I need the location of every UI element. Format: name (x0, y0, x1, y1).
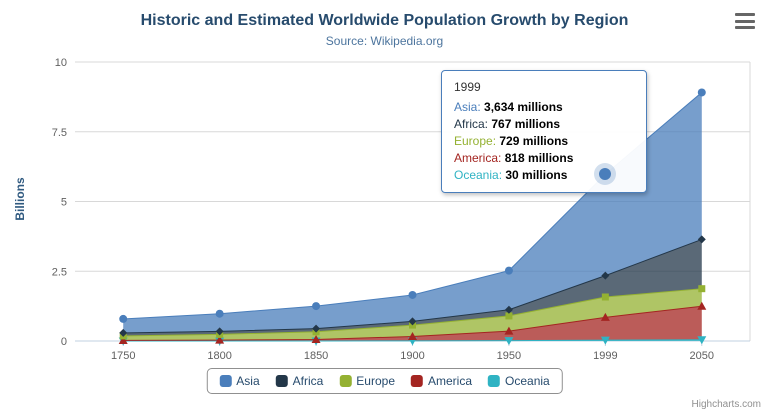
marker-africa-2050[interactable] (697, 235, 706, 244)
x-tick-label: 1800 (207, 350, 231, 362)
legend-label: Asia (236, 374, 260, 388)
legend-label: Europe (356, 374, 396, 388)
marker-oceania-2050[interactable] (697, 336, 707, 345)
marker-africa-1900[interactable] (408, 317, 417, 326)
legend-label: America (428, 374, 473, 388)
legend-label: Oceania (505, 374, 550, 388)
tooltip-series-value: 729 millions (499, 134, 569, 148)
marker-america-1950[interactable] (504, 326, 514, 335)
tooltip-series-name: Oceania: (454, 168, 506, 182)
marker-asia-1800[interactable] (215, 309, 224, 318)
tooltip-row-asia: Asia: 3,634 millions (454, 99, 634, 116)
legend-marker-europe (339, 375, 352, 387)
export-menu-icon[interactable] (735, 13, 755, 29)
menu-bar (735, 13, 755, 16)
legend-item-asia[interactable]: Asia (219, 374, 260, 388)
x-tick-label: 1850 (304, 350, 328, 362)
tooltip-rows: Asia: 3,634 millions Africa: 767 millions… (454, 99, 634, 184)
x-tick-label: 1900 (400, 350, 424, 362)
y-tick-label: 2.5 (52, 266, 67, 278)
tooltip-series-value: 818 millions (504, 151, 574, 165)
legend-marker-asia (219, 375, 232, 387)
marker-america-1850[interactable] (311, 334, 321, 343)
marker-asia-1850[interactable] (312, 302, 321, 311)
marker-africa-1800[interactable] (215, 327, 224, 336)
marker-africa-1750[interactable] (119, 328, 128, 337)
y-tick-label: 0 (61, 336, 67, 348)
marker-africa-1850[interactable] (312, 324, 321, 333)
tooltip-series-value: 30 millions (505, 168, 568, 182)
x-tick-label: 1999 (593, 350, 617, 362)
legend-item-america[interactable]: America (411, 374, 472, 388)
legend-item-africa[interactable]: Africa (275, 374, 324, 388)
x-tick-label: 1750 (111, 350, 135, 362)
credits-link[interactable]: Highcharts.com (691, 399, 761, 410)
marker-europe-1999[interactable] (601, 293, 609, 301)
series-area-africa[interactable] (123, 239, 702, 336)
chart-title: Historic and Estimated Worldwide Populat… (140, 12, 629, 29)
y-tick-label: 5 (61, 197, 67, 209)
marker-africa-1999[interactable] (601, 271, 610, 280)
tooltip-series-name: Asia: (454, 100, 485, 114)
series-area-asia[interactable] (123, 92, 702, 333)
marker-asia-1950[interactable] (504, 266, 513, 275)
marker-america-1750[interactable] (118, 335, 128, 344)
marker-europe-2050[interactable] (698, 285, 706, 293)
y-axis-title: Billions (13, 177, 27, 221)
tooltip: 1999 Asia: 3,634 millions Africa: 767 mil… (441, 70, 647, 193)
legend-item-oceania[interactable]: Oceania (488, 374, 550, 388)
x-tick-label: 2050 (690, 350, 714, 362)
tooltip-row-africa: Africa: 767 millions (454, 116, 634, 133)
tooltip-series-name: America: (454, 151, 505, 165)
tooltip-series-name: Africa: (454, 117, 492, 131)
tooltip-series-name: Europe: (454, 134, 500, 148)
marker-europe-1950[interactable] (505, 312, 513, 320)
y-tick-label: 7.5 (52, 127, 67, 139)
legend: Asia Africa Europe America Oceania (206, 368, 563, 394)
tooltip-series-value: 3,634 millions (484, 100, 563, 114)
tooltip-row-america: America: 818 millions (454, 150, 634, 167)
legend-marker-africa (275, 375, 288, 387)
marker-oceania-1950[interactable] (504, 337, 514, 346)
marker-asia-1900[interactable] (408, 290, 417, 299)
marker-oceania-1999[interactable] (600, 336, 610, 345)
hover-point-marker[interactable] (599, 168, 612, 181)
marker-america-2050[interactable] (697, 301, 707, 310)
tooltip-category: 1999 (454, 80, 481, 94)
menu-bar (735, 19, 755, 23)
marker-africa-1950[interactable] (504, 305, 513, 314)
y-tick-label: 10 (55, 57, 67, 69)
marker-asia-2050[interactable] (697, 88, 706, 97)
legend-label: Africa (292, 374, 324, 388)
legend-marker-america (411, 375, 424, 387)
tooltip-row-europe: Europe: 729 millions (454, 133, 634, 150)
marker-america-1800[interactable] (215, 335, 225, 344)
legend-marker-oceania (488, 375, 501, 387)
marker-america-1999[interactable] (600, 312, 610, 321)
tooltip-series-value: 767 millions (491, 117, 561, 131)
menu-bar (735, 26, 755, 29)
marker-asia-1750[interactable] (119, 314, 128, 323)
tooltip-row-oceania: Oceania: 30 millions (454, 167, 634, 184)
x-tick-label: 1950 (497, 350, 521, 362)
marker-america-1900[interactable] (408, 331, 417, 340)
legend-item-europe[interactable]: Europe (339, 374, 395, 388)
series-area-america[interactable] (123, 306, 702, 341)
chart-subtitle: Source: Wikipedia.org (325, 34, 444, 48)
